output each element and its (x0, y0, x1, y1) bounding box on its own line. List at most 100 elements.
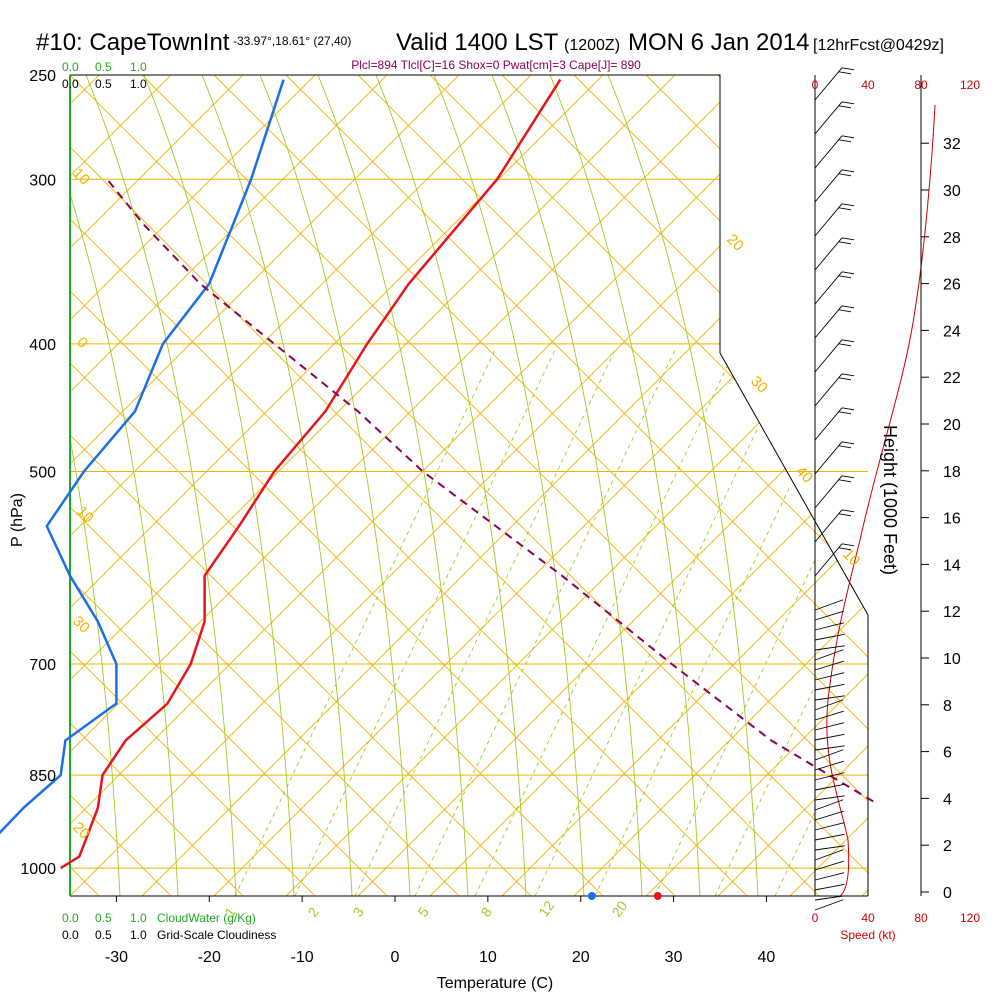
isotherm-line (70, 75, 251, 896)
wind-barb-shaft (814, 783, 845, 791)
wind-barb-flag (841, 135, 855, 139)
cloudwater-tick: 1.0 (130, 911, 147, 925)
isotherm-line (357, 75, 868, 896)
adiabat-line (70, 75, 395, 896)
cloudwater-tick: 0.0 (62, 911, 79, 925)
wind-barb-flag (841, 271, 855, 275)
wind-barb-shaft (814, 645, 845, 651)
wind-barb-shaft (814, 633, 845, 641)
pressure-tick-label: 400 (29, 337, 56, 354)
wind-barb-shaft (814, 810, 844, 821)
adiabat-line (429, 75, 868, 896)
isotherm-line (70, 75, 395, 896)
station-title: #10: CapeTownInt (36, 29, 230, 56)
height-tick-label: 14 (943, 557, 961, 574)
wind-barb-shaft (814, 649, 844, 661)
temperature-tick-label: 20 (572, 949, 590, 966)
wind-barb-flag (838, 411, 852, 415)
speed-tick: 0 (812, 78, 819, 92)
isotherm-line (573, 75, 868, 896)
mixing-ratio-label: 3 (349, 904, 367, 920)
height-tick-label: 6 (943, 745, 952, 762)
pressure-tick-label: 700 (29, 657, 56, 674)
cloudwater-tick: 1.0 (130, 60, 147, 74)
speed-tick: 40 (861, 911, 875, 925)
isotherm-label: 40 (792, 463, 816, 487)
wind-barb-shaft (814, 339, 843, 373)
wind-barb-flag (841, 169, 855, 173)
wind-barb-shaft (814, 849, 844, 861)
height-tick-label: 2 (943, 838, 952, 855)
height-tick-label: 32 (943, 136, 961, 153)
parcel-params: Plcl=894 Tlcl[C]=16 Shox=0 Pwat[cm]=3 Ca… (351, 58, 641, 72)
wind-barb-shaft (814, 799, 844, 811)
isotherm-label: 30 (69, 613, 93, 637)
isotherm-line (285, 75, 868, 896)
wind-barb-shaft (814, 899, 844, 911)
wind-barb-shaft (814, 622, 845, 631)
wind-barb-shaft (814, 833, 845, 841)
isotherm-line (70, 75, 683, 896)
cloudiness-tick: 1.0 (130, 928, 147, 942)
moist-adiabat (70, 75, 121, 896)
isotherm-line (70, 75, 323, 896)
wind-barb-flag (841, 101, 855, 105)
wind-barb-shaft (814, 795, 845, 801)
wind-barb-shaft (814, 271, 843, 305)
adiabat-line (70, 75, 467, 896)
pressure-tick-label: 500 (29, 465, 56, 482)
adiabat-line (501, 75, 868, 896)
mixing-ratio-label: 8 (477, 904, 495, 920)
moist-adiabat (375, 75, 527, 896)
height-tick-label: 20 (943, 417, 961, 434)
mixing-ratio-line (354, 349, 616, 896)
wind-barb-flag (838, 513, 852, 517)
temperature-tick-label: -10 (291, 949, 314, 966)
mixing-ratio-line (234, 349, 496, 896)
valid-time: Valid 1400 LST (396, 29, 559, 56)
wind-barb-flag (838, 241, 852, 245)
isotherm-label: 10 (839, 546, 863, 570)
temperature-tick-label: 40 (758, 949, 776, 966)
adiabat-line (70, 75, 683, 896)
isotherm-label: 10 (69, 165, 93, 189)
moist-adiabat (85, 75, 237, 896)
wind-barb-shaft (814, 305, 843, 339)
adiabat-line (141, 75, 868, 896)
wind-barb-shaft (814, 203, 843, 237)
frame-right-edge (70, 74, 869, 896)
wind-barb-shaft (814, 475, 843, 509)
wind-barb-shaft (814, 699, 844, 711)
y-axis-title: P (hPa) (9, 493, 26, 547)
cloudwater-label: CloudWater (g/Kg) (157, 911, 256, 925)
height-tick-label: 10 (943, 651, 961, 668)
isotherm-line (70, 75, 827, 896)
height-tick-label: 18 (943, 464, 961, 481)
isotherm-label: 30 (747, 373, 771, 397)
wind-barb-shaft (814, 67, 843, 101)
surface-dewpoint-point (587, 892, 596, 900)
x-axis-title: Temperature (C) (437, 975, 553, 992)
wind-barb-shaft (814, 101, 843, 135)
valid-date: MON 6 Jan 2014 (628, 29, 809, 56)
height-tick-label: 26 (943, 277, 961, 294)
wind-barb-shaft (814, 772, 845, 781)
wind-barb-shaft (814, 599, 844, 611)
wind-barb-shaft (814, 135, 843, 169)
mixing-ratio-line (714, 349, 815, 896)
adiabat-line (357, 75, 868, 896)
surface-temperature-point (653, 892, 662, 900)
wind-barb-shaft (814, 683, 845, 691)
temperature-tick-label: 0 (391, 949, 400, 966)
speed-scale-top: 0 40 80 120 (812, 78, 981, 92)
cloudwater-tick: 0.0 (62, 60, 79, 74)
mixing-ratio-label: 12 (535, 898, 557, 920)
wind-barb-shaft (814, 733, 845, 741)
height-tick-label: 30 (943, 183, 961, 200)
wind-barb-flag (838, 275, 852, 279)
isotherm-line (70, 75, 179, 896)
wind-barb-shaft (814, 883, 845, 891)
wind-barb-shaft (814, 441, 843, 475)
moist-adiabat (549, 75, 701, 896)
